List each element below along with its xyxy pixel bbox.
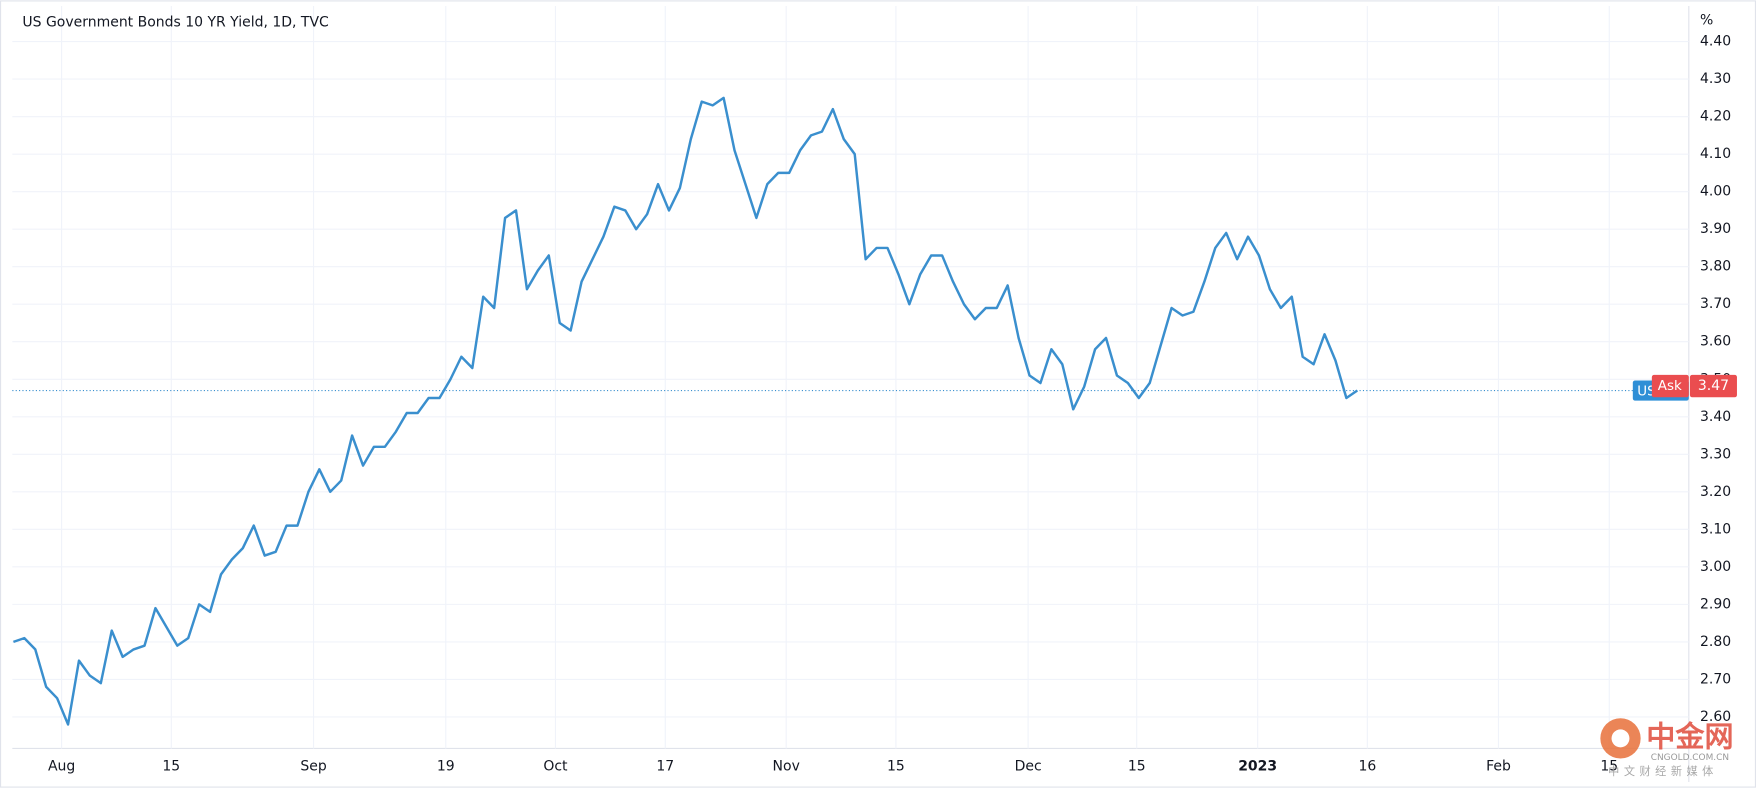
x-tick-label: 15: [1128, 758, 1146, 774]
x-tick-label: 15: [1600, 758, 1618, 774]
y-tick-label: 4.00: [1700, 184, 1731, 200]
price-tags: US Ask 3.47: [1632, 374, 1737, 401]
y-tick-label: 2.60: [1700, 709, 1731, 725]
y-tick-label: 3.80: [1700, 259, 1731, 275]
y-tick-label: 3.20: [1700, 484, 1731, 500]
x-tick-label: Oct: [543, 758, 568, 774]
y-tick-label: 3.60: [1700, 334, 1731, 350]
series-tag-label: US: [1637, 385, 1655, 400]
watermark-slogan: 中文财经新媒体: [1608, 764, 1718, 778]
x-tick-label: Feb: [1486, 758, 1511, 774]
y-tick-label: 3.30: [1700, 446, 1731, 462]
x-tick-label: 17: [656, 758, 674, 774]
y-tick-label: 2.80: [1700, 634, 1731, 650]
y-tick-label: 4.20: [1700, 109, 1731, 125]
plot: [12, 96, 1689, 726]
ask-tag: [1651, 374, 1689, 398]
axes: 2.602.702.802.903.003.103.203.303.403.50…: [48, 34, 1731, 775]
x-tick-label: Dec: [1015, 758, 1042, 774]
y-tick-label: 3.70: [1700, 296, 1731, 312]
y-tick-label: 4.10: [1700, 146, 1731, 162]
y-unit: %: [1700, 13, 1713, 29]
x-tick-label: 15: [162, 758, 180, 774]
y-tick-label: 3.90: [1700, 221, 1731, 237]
y-tick-label: 3.10: [1700, 521, 1731, 537]
chart-title: US Government Bonds 10 YR Yield, 1D, TVC: [22, 15, 328, 31]
watermark-icon: [1611, 729, 1630, 748]
y-tick-label: 4.40: [1700, 34, 1731, 50]
x-tick-label: Aug: [48, 758, 75, 774]
last-price-label: 3.47: [1698, 378, 1729, 394]
y-tick-label: 4.30: [1700, 71, 1731, 87]
ask-tag-label: Ask: [1658, 379, 1682, 394]
x-tick-label: 19: [437, 758, 455, 774]
y-tick-label: 2.70: [1700, 671, 1731, 687]
watermark-site: CNGOLD.COM.CN: [1651, 753, 1729, 763]
x-tick-label: Nov: [773, 758, 800, 774]
series-line: [13, 96, 1359, 726]
last-price-tag: [1689, 374, 1737, 398]
x-tick-label: Sep: [300, 758, 326, 774]
watermark-logo: 中金网: [1646, 719, 1733, 753]
x-tick-label: 16: [1358, 758, 1376, 774]
y-tick-label: 3.00: [1700, 559, 1731, 575]
x-tick-label: 2023: [1238, 758, 1277, 774]
x-tick-label: 15: [887, 758, 905, 774]
grid: [12, 5, 1689, 749]
watermark: 中金网 CNGOLD.COM.CN 中文财经新媒体: [1600, 718, 1734, 778]
y-tick-label: 2.90: [1700, 596, 1731, 612]
y-tick-label: 3.40: [1700, 409, 1731, 425]
